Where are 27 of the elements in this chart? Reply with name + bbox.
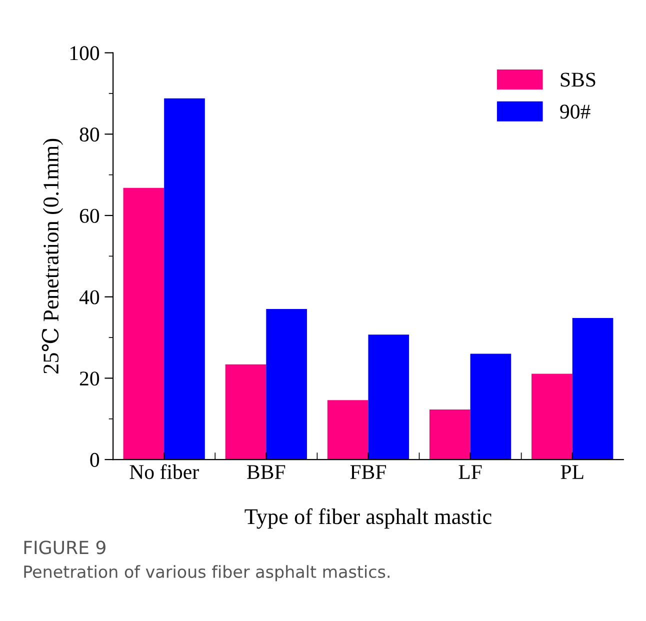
y-tick-label: 100 (70, 46, 100, 60)
x-tick-label: BBF (247, 465, 286, 479)
y-tick-label: 20 (80, 372, 100, 386)
y-axis-title: 25℃ Penetration (0.1mm) (42, 138, 64, 374)
caption: FIGURE 9 (24, 540, 106, 554)
x-tick-label: LF (458, 465, 482, 479)
bar (123, 188, 164, 460)
bar (429, 410, 470, 460)
text: Penetration of various fiber asphalt mastics. (24, 565, 390, 582)
y-tick-label: 40 (79, 290, 100, 304)
bar (164, 98, 205, 460)
legend-label: 90# (560, 104, 590, 119)
legend-label: SBS (560, 72, 596, 87)
x-tick-label: PL (560, 465, 584, 479)
bar (572, 318, 614, 460)
y-tick-label: 60 (80, 208, 100, 223)
y-tick-label: 0 (90, 452, 100, 467)
x-axis-title: Type of fiber asphalt mastic (244, 508, 492, 529)
bar (470, 354, 512, 460)
bar (327, 400, 368, 460)
bar (225, 364, 266, 460)
x-tick-label: No fiber (130, 464, 199, 480)
y-tick-label: 80 (80, 128, 100, 142)
bar (368, 334, 410, 460)
bar (266, 309, 307, 460)
x-tick-label: FBF (350, 465, 386, 479)
bar (532, 374, 572, 460)
